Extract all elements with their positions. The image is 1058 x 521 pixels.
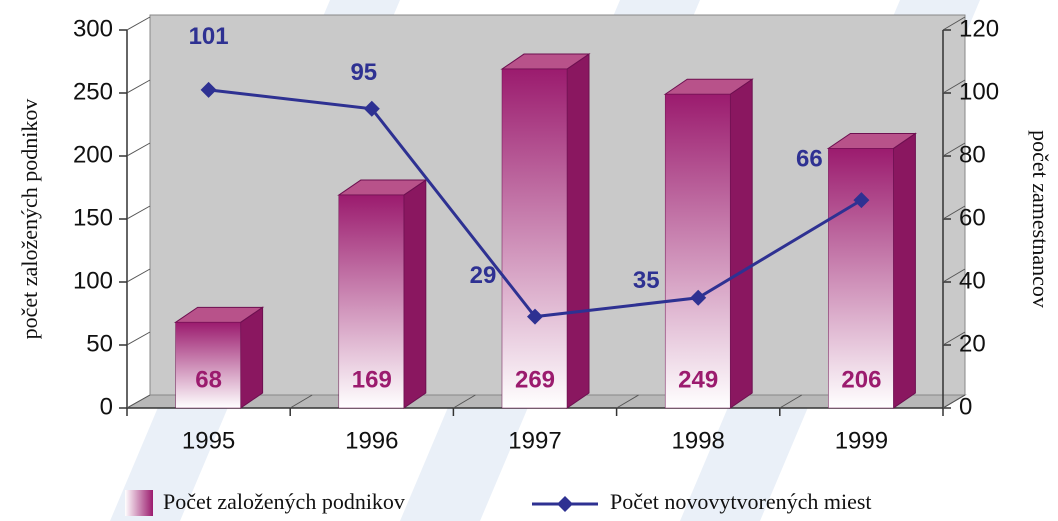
y2-tick-depth xyxy=(942,142,966,157)
line-value-label: 35 xyxy=(633,267,660,294)
legend-swatch-bar xyxy=(125,490,153,516)
x-tick-depth xyxy=(942,394,966,409)
x-tick-label: 1995 xyxy=(182,427,235,454)
legend-label: Počet založených podnikov xyxy=(163,489,405,514)
y-tick-label: 200 xyxy=(73,141,113,168)
x-tick-label: 1999 xyxy=(835,427,888,454)
x-tick-depth xyxy=(453,394,476,409)
bar xyxy=(828,148,894,409)
y-tick-depth xyxy=(126,16,151,31)
legend-label: Počet novovytvorených miest xyxy=(610,489,872,514)
y2-tick-label: 120 xyxy=(959,15,999,42)
line-value-label: 66 xyxy=(796,145,823,172)
y2-tick-label: 60 xyxy=(959,204,986,231)
y2-tick-label: 0 xyxy=(959,393,972,420)
bar-value-label: 68 xyxy=(195,366,222,393)
y-tick-depth xyxy=(126,394,151,409)
legend: Počet založených podnikov Počet novovytv… xyxy=(125,489,872,516)
bar-side xyxy=(892,132,916,409)
y2-tick-label: 80 xyxy=(959,141,986,168)
bar xyxy=(664,94,731,409)
bar xyxy=(501,68,568,409)
x-tick-label: 1997 xyxy=(508,427,561,454)
y2-tick-label: 20 xyxy=(959,330,986,357)
line-value-label: 101 xyxy=(189,23,229,50)
y-tick-label: 0 xyxy=(100,393,113,420)
bar-side xyxy=(566,53,590,409)
y-tick-label: 300 xyxy=(73,15,113,42)
y2-axis-title: počet zamestnancov xyxy=(1028,130,1053,308)
bar-side xyxy=(403,179,427,409)
line-marker xyxy=(200,81,217,98)
x-tick-label: 1996 xyxy=(345,427,398,454)
y-tick-label: 250 xyxy=(73,78,113,105)
line-value-label: 95 xyxy=(350,59,377,86)
line-marker xyxy=(363,100,380,117)
line-marker xyxy=(853,192,870,209)
y2-tick-label: 40 xyxy=(959,267,986,294)
bar-value-label: 249 xyxy=(678,366,718,393)
y2-tick-depth xyxy=(942,79,966,94)
line-marker xyxy=(690,289,707,306)
x-tick-depth xyxy=(779,394,803,409)
y-tick-label: 50 xyxy=(86,330,113,357)
bar xyxy=(175,322,241,409)
y-axis-title: počet založených podnikov xyxy=(17,99,42,340)
x-tick-label: 1998 xyxy=(672,427,725,454)
x-tick-depth xyxy=(616,394,639,409)
y-tick-label: 150 xyxy=(73,204,113,231)
y-tick-depth xyxy=(126,79,151,94)
y-tick-depth xyxy=(126,268,151,283)
y2-tick-depth xyxy=(942,268,966,283)
bar-side xyxy=(729,78,753,409)
bar xyxy=(338,194,405,409)
line-marker xyxy=(527,308,543,325)
y2-tick-depth xyxy=(942,331,966,346)
bar-value-label: 206 xyxy=(841,366,881,393)
y-tick-depth xyxy=(126,142,151,157)
y2-tick-depth xyxy=(942,205,966,220)
y2-tick-label: 100 xyxy=(959,78,999,105)
bar-value-label: 169 xyxy=(352,366,392,393)
y-tick-depth xyxy=(126,331,151,346)
y-tick-label: 100 xyxy=(73,267,113,294)
y-tick-depth xyxy=(126,205,151,220)
legend-marker xyxy=(557,496,573,512)
bar-side xyxy=(240,306,264,409)
y2-tick-depth xyxy=(942,16,966,31)
line-value-label: 29 xyxy=(470,262,497,289)
x-tick-depth xyxy=(289,394,313,409)
bar-value-label: 269 xyxy=(515,366,555,393)
